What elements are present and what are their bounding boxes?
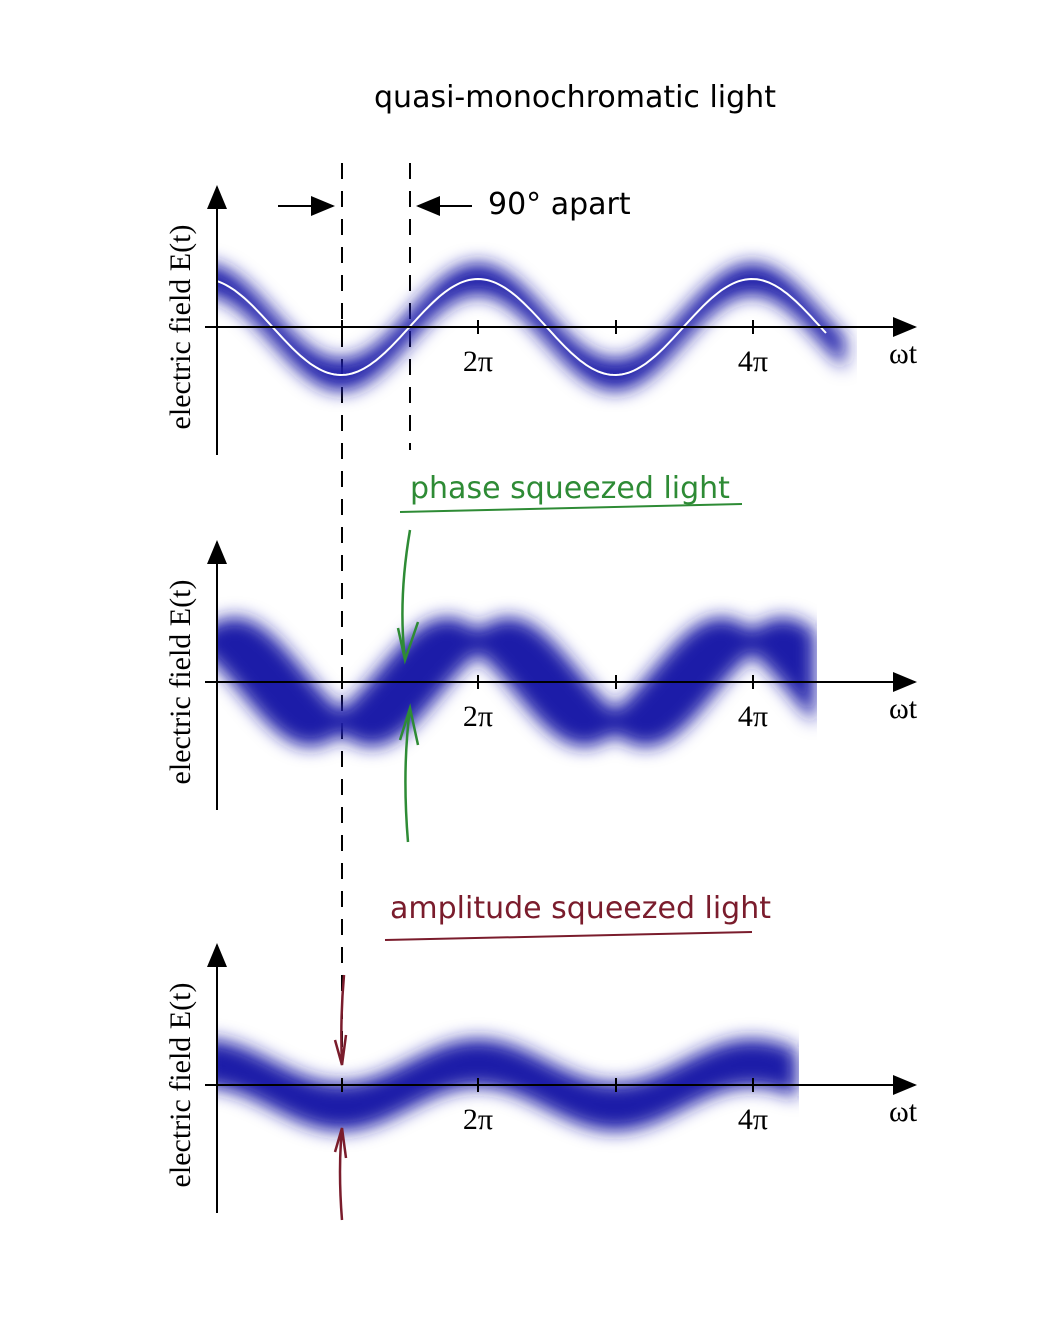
down-arrow-icon	[396, 529, 420, 665]
panel-amplitude-squeezed: 2π 4π ωt electric field E(t)	[164, 943, 918, 1213]
title: quasi-monochromatic light	[374, 80, 776, 115]
x-tick-label: 4π	[738, 1103, 768, 1136]
up-arrow-icon	[398, 703, 420, 843]
amplitude-squeezed-label: amplitude squeezed light	[390, 891, 771, 926]
amplitude-label-underline	[384, 931, 753, 941]
mean-field-curve	[216, 277, 827, 377]
y-axis-label: electric field E(t)	[164, 225, 197, 430]
field-band	[217, 263, 845, 391]
panel-coherent: 2π 4π ωt electric field E(t)	[164, 185, 918, 455]
x-tick-label: 4π	[738, 700, 768, 733]
x-axis-label: ωt	[889, 337, 918, 370]
y-axis-label: electric field E(t)	[164, 983, 197, 1188]
phase-squeezed-label: phase squeezed light	[410, 471, 730, 506]
phase-label-underline	[399, 503, 743, 513]
x-axis-label: ωt	[889, 692, 918, 725]
up-arrow-icon	[333, 1127, 348, 1221]
phase-difference-label: 90° apart	[488, 187, 631, 222]
x-tick-label: 4π	[738, 345, 768, 378]
panel-phase-squeezed: 2π 4π ωt electric field E(t)	[164, 540, 918, 810]
x-axis-label: ωt	[889, 1095, 918, 1128]
x-tick-label: 2π	[463, 700, 493, 733]
y-axis-label: electric field E(t)	[164, 580, 197, 785]
x-tick-label: 2π	[463, 345, 493, 378]
down-arrow-icon	[333, 974, 348, 1066]
x-tick-label: 2π	[463, 1103, 493, 1136]
